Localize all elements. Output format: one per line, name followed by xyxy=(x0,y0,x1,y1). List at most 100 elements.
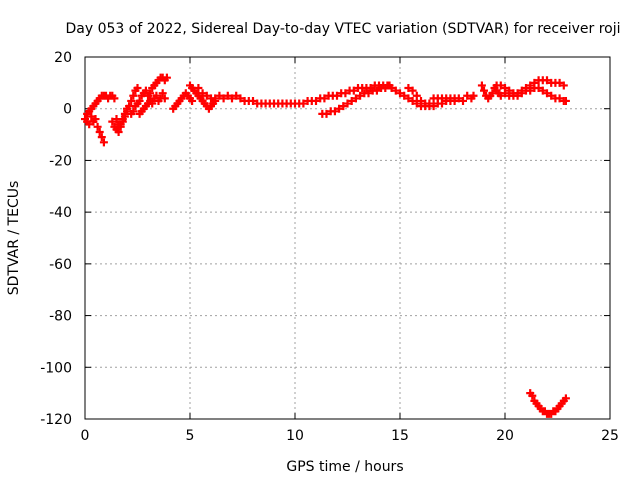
data-point xyxy=(232,91,241,100)
data-point xyxy=(118,115,127,124)
data-point xyxy=(543,76,551,85)
data-point xyxy=(412,91,421,100)
data-point xyxy=(501,89,509,98)
data-point xyxy=(528,391,537,400)
x-axis-label: GPS time / hours xyxy=(286,459,403,475)
data-point xyxy=(391,86,400,95)
data-point xyxy=(87,112,96,121)
data-point xyxy=(116,120,125,129)
data-point xyxy=(108,117,117,126)
data-point xyxy=(496,81,505,90)
data-point xyxy=(339,102,348,111)
data-point xyxy=(133,84,142,93)
data-point xyxy=(459,96,467,105)
data-point xyxy=(123,104,131,113)
data-point xyxy=(372,86,381,95)
data-point xyxy=(85,120,94,129)
data-point xyxy=(215,91,224,100)
data-point xyxy=(152,91,161,100)
data-point xyxy=(513,91,522,100)
data-point xyxy=(517,89,526,98)
data-points xyxy=(81,73,570,418)
y-tick-label: -60 xyxy=(49,257,72,273)
data-point xyxy=(381,84,390,93)
data-point xyxy=(110,94,119,103)
data-point xyxy=(333,91,341,100)
chart-title: Day 053 of 2022, Sidereal Day-to-day VTE… xyxy=(65,21,620,37)
data-point xyxy=(534,84,543,93)
data-point xyxy=(555,94,564,103)
data-point xyxy=(341,89,350,98)
data-point xyxy=(561,96,570,105)
data-point xyxy=(330,107,339,116)
data-point xyxy=(228,94,236,103)
y-tick-label: -100 xyxy=(40,360,72,376)
data-point xyxy=(162,73,171,82)
x-tick-label: 0 xyxy=(81,428,90,444)
data-point xyxy=(188,96,197,105)
y-tick-label: 20 xyxy=(54,50,72,66)
data-point xyxy=(141,86,150,95)
data-point xyxy=(347,96,356,105)
data-point xyxy=(146,89,155,98)
data-point xyxy=(404,84,413,93)
data-point xyxy=(194,84,203,93)
data-point xyxy=(299,99,308,108)
data-point xyxy=(322,109,331,118)
data-point xyxy=(158,89,167,98)
data-point xyxy=(99,138,108,147)
data-point xyxy=(408,96,417,105)
data-point xyxy=(526,86,535,95)
data-point xyxy=(385,81,394,90)
data-point xyxy=(211,94,220,103)
data-point xyxy=(469,91,478,100)
x-tick-label: 25 xyxy=(601,428,619,444)
data-point xyxy=(421,99,430,108)
data-point xyxy=(349,86,358,95)
data-point xyxy=(496,91,505,100)
data-point xyxy=(312,96,320,105)
data-point xyxy=(160,94,169,103)
data-point xyxy=(219,94,228,103)
data-point xyxy=(396,89,404,98)
data-point xyxy=(404,94,413,103)
data-point xyxy=(351,94,360,103)
x-tick-label: 20 xyxy=(496,428,514,444)
y-tick-label: -80 xyxy=(49,309,72,325)
data-point xyxy=(429,102,438,111)
data-point xyxy=(91,115,100,124)
data-point xyxy=(129,107,138,116)
data-point xyxy=(320,94,329,103)
data-point xyxy=(198,89,207,98)
data-point xyxy=(114,127,123,136)
data-point xyxy=(480,86,488,95)
x-tick-label: 10 xyxy=(286,428,304,444)
data-point xyxy=(97,133,106,142)
x-tick-label: 15 xyxy=(391,428,409,444)
labels: Day 053 of 2022, Sidereal Day-to-day VTE… xyxy=(6,21,621,475)
axes: 0 5 10 15 20 25 -120 -100 -80 -60 -40 -20 0 20 xyxy=(40,50,619,444)
data-point xyxy=(412,99,421,108)
data-point xyxy=(223,91,232,100)
data-point xyxy=(236,94,245,103)
grid xyxy=(85,57,610,419)
plot-frame xyxy=(84,56,611,420)
x-tick-label: 5 xyxy=(186,428,195,444)
data-point xyxy=(561,394,570,403)
data-point xyxy=(543,89,551,98)
data-point xyxy=(547,91,556,100)
data-point xyxy=(249,96,257,105)
data-point xyxy=(559,81,568,90)
data-point xyxy=(454,94,463,103)
y-tick-label: -40 xyxy=(49,205,72,221)
data-point xyxy=(538,86,547,95)
data-point xyxy=(335,104,344,113)
data-point xyxy=(364,89,373,98)
data-point xyxy=(127,96,136,105)
data-point xyxy=(408,86,417,95)
data-point xyxy=(148,99,157,108)
y-axis-label: SDTVAR / TECUs xyxy=(6,181,22,296)
y-tick-label: -20 xyxy=(49,153,72,169)
data-point xyxy=(135,96,144,105)
data-point xyxy=(555,78,564,87)
